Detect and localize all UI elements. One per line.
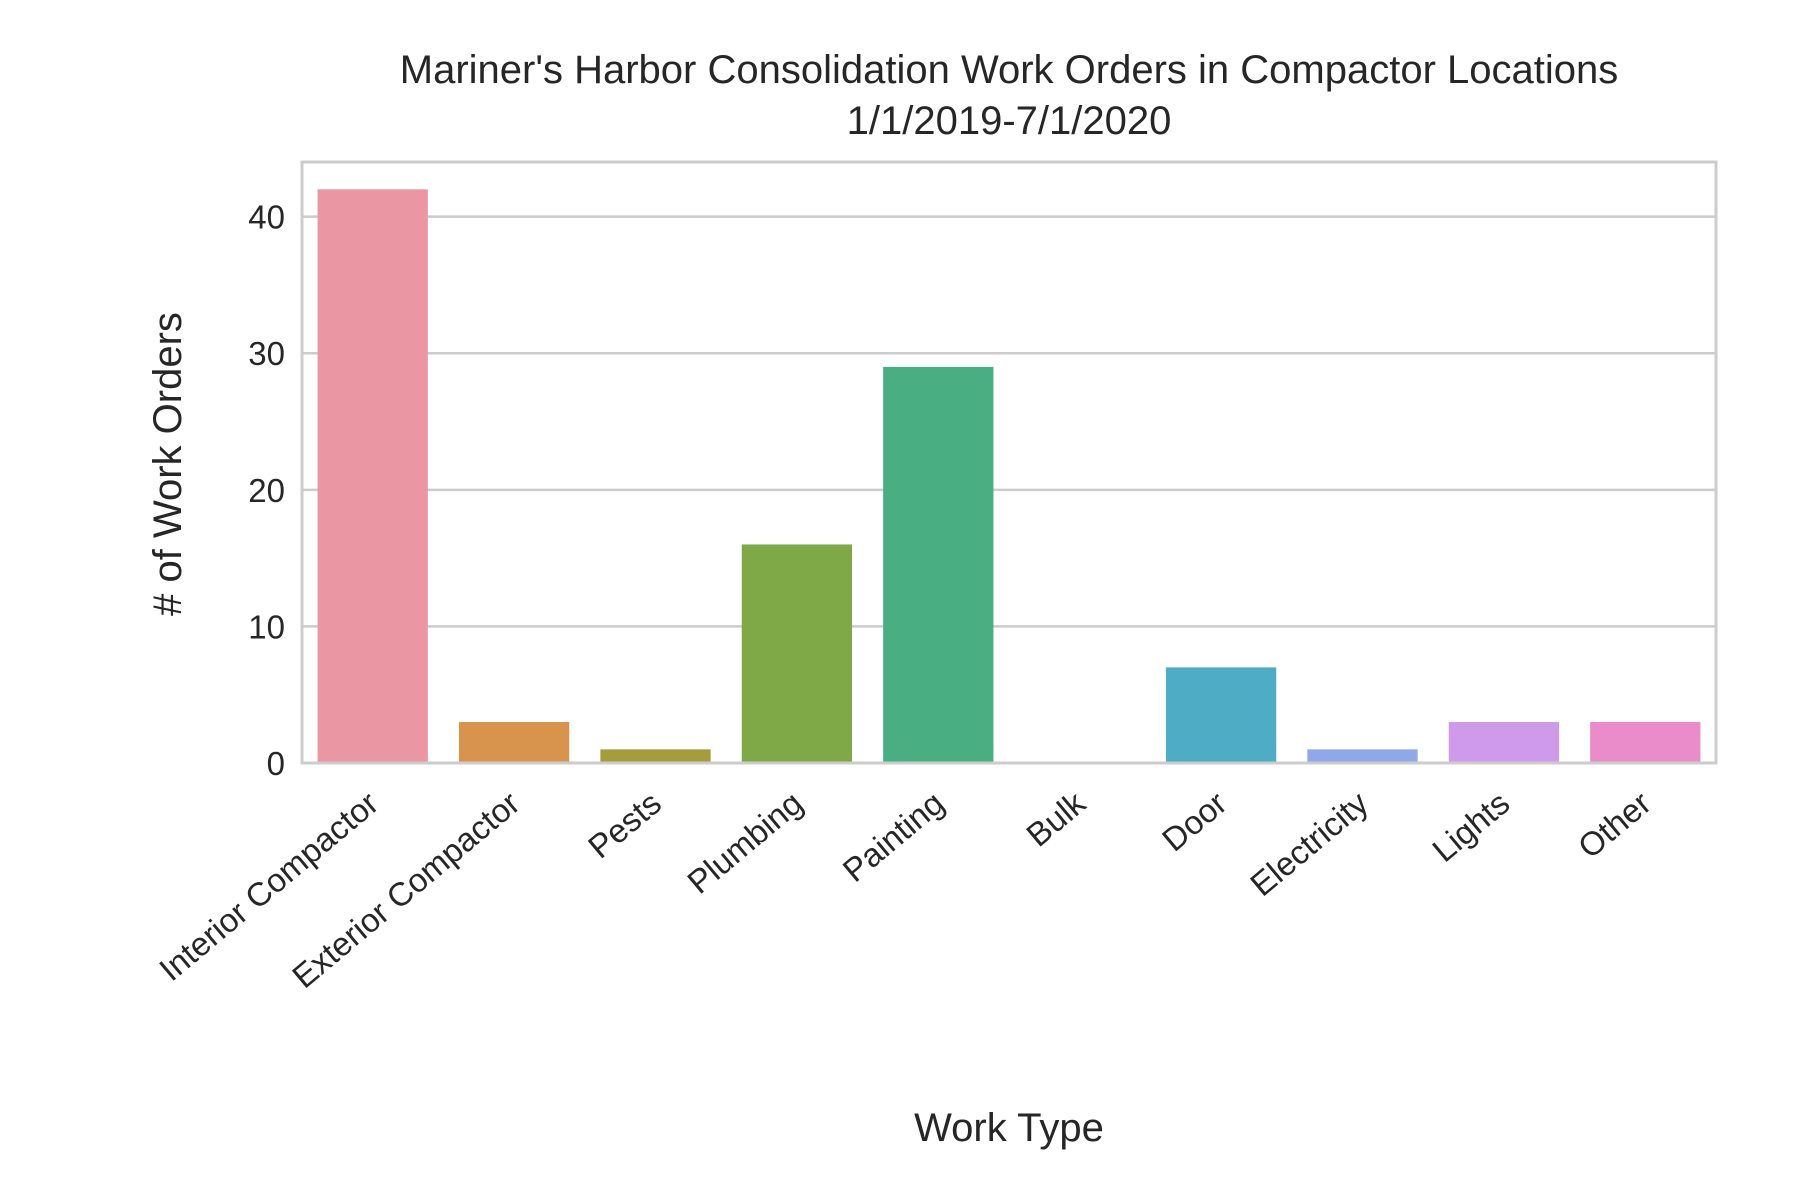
bar-other <box>1590 722 1701 763</box>
y-tick-label-30: 30 <box>248 335 285 372</box>
gridlines <box>302 215 1716 628</box>
bar-door <box>1165 667 1277 763</box>
x-tick-label-other: Other <box>1571 784 1658 865</box>
bar-electricity <box>1307 749 1418 763</box>
x-tick-label-lights: Lights <box>1425 784 1516 869</box>
bar-painting <box>883 366 994 763</box>
y-tick-label-40: 40 <box>248 199 285 236</box>
y-tick-label-0: 0 <box>267 745 285 782</box>
bars <box>317 189 1701 763</box>
x-axis-label: Work Type <box>914 1106 1104 1150</box>
bar-interior-compactor <box>317 189 428 763</box>
x-tick-label-pests: Pests <box>581 784 668 865</box>
x-tick-label-plumbing: Plumbing <box>680 784 809 901</box>
y-axis-label: # of Work Orders <box>146 312 190 616</box>
chart-subtitle: 1/1/2019-7/1/2020 <box>847 99 1172 143</box>
bar-exterior-compactor <box>458 722 570 763</box>
bar-pests <box>600 749 711 763</box>
x-tick-label-door: Door <box>1155 784 1234 858</box>
y-tick-label-20: 20 <box>248 472 285 509</box>
bar-plumbing <box>741 544 853 763</box>
x-tick-label-bulk: Bulk <box>1019 784 1092 854</box>
plot-frame <box>300 160 1718 765</box>
y-axis-ticks: 0 10 20 30 40 <box>248 199 285 782</box>
x-tick-label-exterior-compactor: Exterior Compactor <box>285 784 527 995</box>
bar-lights <box>1448 722 1560 763</box>
x-tick-label-painting: Painting <box>836 784 951 889</box>
x-tick-label-electricity: Electricity <box>1243 784 1375 903</box>
y-tick-label-10: 10 <box>248 608 285 645</box>
chart-title: Mariner's Harbor Consolidation Work Orde… <box>400 48 1619 92</box>
